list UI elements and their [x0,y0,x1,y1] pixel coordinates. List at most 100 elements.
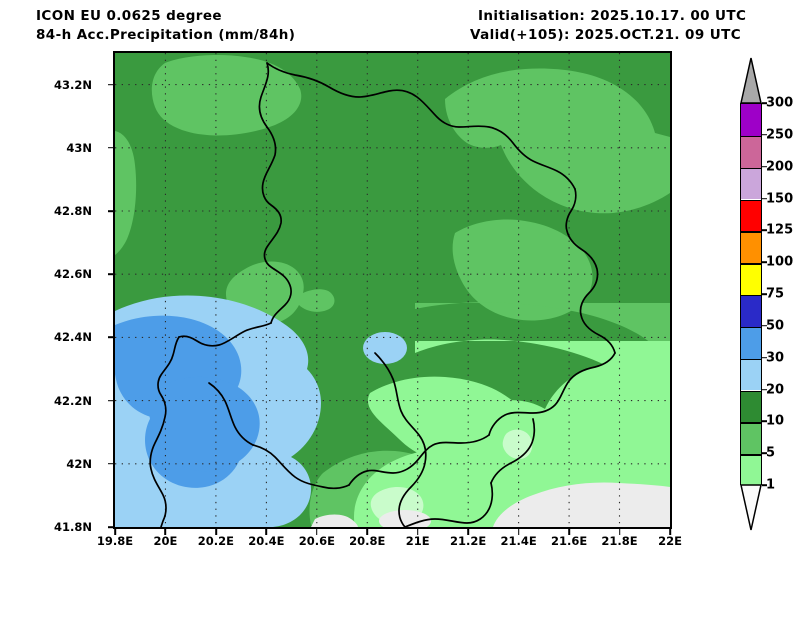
y-tick-label: 41.8N [54,520,92,534]
colorbar-band [741,167,761,200]
x-tick-mark [618,529,621,535]
colorbar-label: 30 [766,350,785,366]
colorbar-under-arrow [740,484,762,531]
colorbar-label: 200 [766,159,794,175]
y-tick-label: 43N [66,140,92,155]
colorbar-label: 300 [766,95,794,111]
colorbar-band [741,199,761,232]
x-axis: 19.8E 20E 20.2E 20.4E 20.6E 20.8E 21E 21.2E 21.4… [97,529,682,553]
x-tick-label: 21.4E [500,534,537,548]
colorbar-label: 5 [766,445,776,461]
colorbar-over-arrow [740,57,762,104]
x-tick-label: 22E [658,534,682,548]
y-tick-mark [108,336,115,339]
y-tick-label: 43.2N [54,77,92,92]
colorbar-tick [762,356,767,359]
colorbar-separator [741,390,761,392]
y-tick-mark [108,399,115,402]
colorbar-body [740,103,762,486]
initialisation-time: Initialisation: 2025.10.17. 00 UTC [478,8,747,24]
x-tick-label: 20E [153,534,178,548]
colorbar-tick [762,134,767,136]
colorbar-label: 75 [766,286,785,302]
colorbar-label: 50 [766,318,785,334]
x-tick-label: 20.4E [248,534,285,548]
colorbar-tick [762,102,767,104]
colorbar-tick [762,420,767,423]
x-tick-mark [114,529,116,535]
x-tick-mark [517,529,520,535]
colorbar-label: 100 [766,254,794,270]
y-tick-label: 42.8N [54,204,92,218]
colorbar-tick [762,229,767,232]
colorbar-band [741,263,761,295]
colorbar-tick [762,197,767,200]
colorbar-label: 20 [766,382,785,397]
x-tick-label: 21.2E [450,534,487,548]
x-tick-mark [669,529,671,535]
colorbar-band [741,295,761,327]
colorbar-separator [741,167,761,170]
colorbar-band [741,231,761,264]
x-tick-mark [164,529,167,535]
colorbar-label: 150 [766,191,794,206]
x-tick-mark [568,529,570,535]
grid-lines [115,53,670,527]
colorbar-label: 10 [766,413,785,429]
colorbar-band [741,390,761,423]
colorbar-tick [762,388,767,391]
x-tick-mark [467,529,469,535]
colorbar-separator [741,326,761,329]
colorbar-separator [741,231,761,233]
fill-spot-20-30 [363,332,407,364]
y-tick-mark [108,526,115,528]
colorbar-separator [741,454,761,456]
colorbar-label: 125 [766,222,794,238]
precipitation-map[interactable] [113,51,672,529]
y-tick-mark [108,147,115,149]
x-tick-mark [366,529,369,535]
field-title: 84-h Acc.Precipitation (mm/84h) [36,27,296,43]
colorbar-tick [762,452,767,454]
colorbar-band [741,422,761,455]
colorbar-separator [741,295,761,297]
y-tick-label: 42N [66,456,92,471]
colorbar-tick [762,325,767,327]
colorbar-band [741,135,761,168]
colorbar-separator [741,422,761,424]
x-tick-label: 21.8E [601,534,638,548]
y-tick-label: 42.4N [54,330,92,345]
x-tick-label: 21E [405,534,430,548]
y-tick-mark [108,273,115,275]
x-tick-mark [215,529,217,535]
y-tick-mark [108,210,115,212]
colorbar-label: 1 [766,477,776,493]
x-tick-mark [265,529,268,535]
x-tick-label: 19.8E [96,534,134,548]
x-tick-label: 20.8E [349,534,386,548]
map-canvas [115,53,670,527]
y-tick-mark [108,83,115,86]
colorbar-tick [762,293,767,295]
colorbar-tick [762,484,767,486]
colorbar-separator [741,135,761,138]
colorbar-tick [762,261,767,263]
model-title: ICON EU 0.0625 degree [36,8,222,24]
x-tick-mark [316,529,318,535]
x-tick-label: 20.2E [197,534,235,548]
colorbar-tick [762,165,767,168]
colorbar-label: 250 [766,127,794,143]
colorbar-band [741,326,761,359]
colorbar-separator [741,199,761,201]
x-tick-mark [416,529,419,535]
country-borders [149,62,616,527]
colorbar[interactable]: 300 250 200 150 125 100 75 50 30 20 10 5 1 [735,55,800,531]
colorbar-band [741,454,761,486]
x-tick-label: 20.6E [298,534,335,548]
y-axis: 43.2N 43N 42.8N 42.6N 42.4N 42.2N 42N 41.8N [0,51,115,534]
colorbar-separator [741,358,761,361]
colorbar-band [741,358,761,391]
y-tick-label: 42.2N [54,393,92,408]
colorbar-separator [741,263,761,265]
y-tick-label: 42.6N [54,267,92,282]
